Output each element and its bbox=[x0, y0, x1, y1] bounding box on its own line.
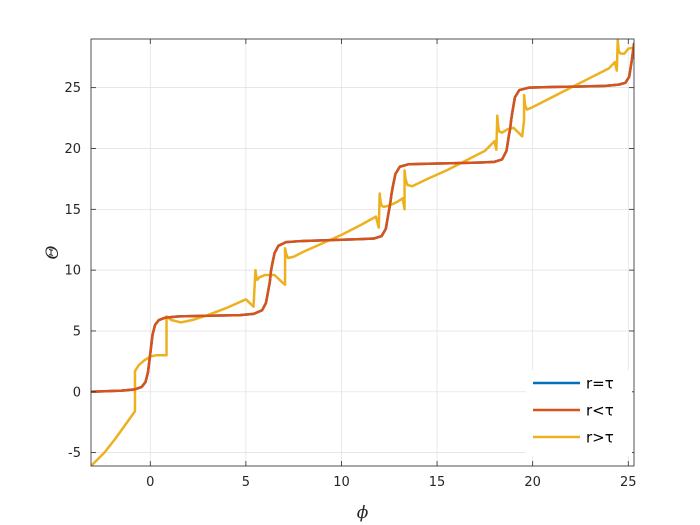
ticks: 0 5 10 15 20 25 -5 0 5 10 15 20 25 bbox=[64, 39, 637, 490]
legend-entry-2: r>τ bbox=[586, 429, 614, 447]
series-line-1 bbox=[91, 42, 634, 394]
legend-entry-1: r<τ bbox=[586, 402, 614, 420]
x-axis-label: ϕ bbox=[357, 503, 369, 523]
legend-box bbox=[526, 370, 632, 456]
x-tick-label: 10 bbox=[333, 475, 350, 490]
axes-box bbox=[90, 38, 635, 467]
x-tick-label: 15 bbox=[429, 475, 446, 490]
x-tick-label: 5 bbox=[242, 475, 250, 490]
legend: r=τ r<τ r>τ bbox=[526, 370, 632, 456]
x-tick-label: 20 bbox=[524, 475, 541, 490]
series-line-2 bbox=[91, 39, 634, 466]
y-tick-label: 0 bbox=[73, 385, 81, 400]
y-tick-label: -5 bbox=[68, 446, 81, 461]
axes bbox=[90, 38, 635, 467]
y-tick-label: 15 bbox=[64, 203, 81, 218]
plot-lines bbox=[91, 39, 634, 466]
y-axis-label: Θ bbox=[43, 245, 63, 259]
y-tick-label: 20 bbox=[64, 142, 81, 157]
y-tick-label: 10 bbox=[64, 264, 81, 279]
x-tick-label: 0 bbox=[146, 475, 154, 490]
x-tick-label: 25 bbox=[620, 475, 637, 490]
y-tick-label: 25 bbox=[64, 81, 81, 96]
y-tick-label: 5 bbox=[73, 324, 81, 339]
legend-entry-0: r=τ bbox=[586, 375, 614, 393]
